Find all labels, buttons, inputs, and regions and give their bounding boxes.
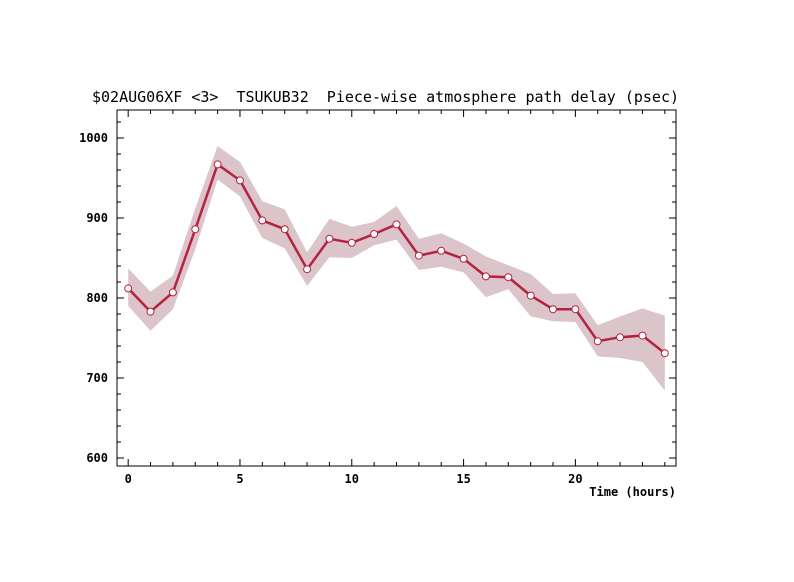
y-tick-label: 1000: [79, 131, 108, 145]
data-point: [191, 225, 200, 234]
y-tick-label: 800: [86, 291, 108, 305]
y-tick-label: 700: [86, 371, 108, 385]
data-point: [236, 176, 244, 185]
y-tick-label: 900: [86, 211, 108, 225]
data-point-layer: [124, 160, 669, 358]
x-tick-label: 10: [345, 472, 359, 486]
data-point: [347, 238, 356, 247]
data-point: [616, 333, 625, 342]
data-point: [124, 284, 133, 293]
data-point: [168, 288, 177, 297]
x-tick-label: 15: [456, 472, 470, 486]
data-point: [459, 254, 468, 263]
data-point: [414, 251, 423, 260]
data-point: [638, 331, 647, 340]
data-point: [660, 349, 669, 358]
data-point: [481, 272, 490, 281]
data-point: [280, 225, 289, 234]
data-point: [303, 265, 312, 274]
data-point: [325, 234, 334, 243]
plot-frame: [116, 109, 677, 467]
x-tick-label: 0: [125, 472, 132, 486]
data-point: [437, 246, 446, 255]
uncertainty-band: [128, 146, 665, 391]
x-tick-label: 5: [236, 472, 243, 486]
data-point: [504, 273, 513, 282]
data-point: [370, 230, 379, 238]
data-point: [571, 305, 580, 314]
x-tick-label: 20: [568, 472, 582, 486]
data-point: [526, 291, 535, 300]
data-point: [213, 160, 222, 169]
x-axis-label: Time (hours): [589, 485, 676, 499]
data-point: [549, 305, 557, 314]
data-point: [392, 220, 401, 229]
data-point: [146, 307, 155, 316]
data-point: [258, 216, 267, 225]
y-tick-label: 600: [86, 451, 108, 465]
tick-layer: 600 700 800 900 1000 0 5 10 15 20: [79, 110, 676, 486]
chart-title: $02AUG06XF <3> TSUKUB32 Piece-wise atmos…: [92, 88, 679, 106]
uncertainty-band-layer: [128, 146, 665, 391]
data-point: [593, 337, 602, 346]
